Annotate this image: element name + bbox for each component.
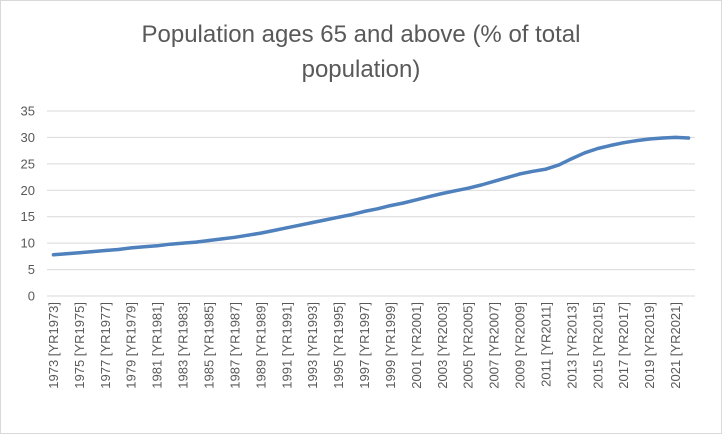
- data-point: [427, 195, 431, 199]
- data-point: [259, 231, 263, 235]
- data-point: [453, 189, 457, 193]
- x-tick-label: 1975 [YR1975]: [72, 302, 87, 389]
- data-point: [440, 191, 444, 196]
- data-point: [168, 242, 172, 246]
- data-point: [129, 246, 133, 250]
- data-point: [661, 136, 665, 140]
- x-tick-label: 1985 [YR1985]: [202, 302, 217, 389]
- data-point: [194, 240, 198, 244]
- y-tick-label: 25: [21, 156, 35, 171]
- data-point: [479, 183, 483, 187]
- data-point: [324, 218, 328, 222]
- series-group: [51, 135, 691, 257]
- data-point: [531, 169, 535, 173]
- x-tick-label: 1999 [YR1999]: [383, 302, 398, 389]
- x-tick-label: 1973 [YR1973]: [46, 302, 61, 389]
- x-tick-label: 1981 [YR1981]: [150, 302, 165, 389]
- x-axis-labels: 1973 [YR1973] 1975 [YR1975] 1977 [YR1977] 1…: [46, 302, 683, 389]
- data-point: [674, 135, 678, 139]
- data-point: [401, 201, 405, 205]
- data-point: [388, 204, 392, 208]
- x-tick-label: 1979 [YR1979]: [124, 302, 139, 389]
- data-point: [233, 235, 237, 239]
- y-tick-label: 10: [21, 236, 35, 251]
- x-tick-label: 1987 [YR1987]: [227, 302, 242, 389]
- x-tick-label: 2001 [YR2001]: [409, 302, 424, 389]
- series-line-0: [51, 135, 691, 257]
- data-point: [544, 167, 548, 171]
- data-point: [246, 233, 250, 237]
- data-point: [77, 251, 81, 255]
- data-point: [90, 250, 94, 254]
- gridlines: [47, 110, 695, 297]
- x-tick-label: 2019 [YR2019]: [642, 302, 657, 389]
- data-point: [648, 137, 652, 141]
- data-point: [505, 176, 509, 180]
- data-point: [375, 207, 380, 211]
- data-point: [272, 228, 276, 233]
- data-point: [220, 237, 224, 241]
- data-point: [609, 143, 613, 147]
- data-point: [285, 226, 289, 230]
- x-tick-label: 2005 [YR2005]: [461, 302, 476, 389]
- data-point: [103, 248, 107, 253]
- data-point: [142, 245, 146, 249]
- x-tick-label: 2015 [YR2015]: [590, 302, 605, 389]
- data-point: [181, 241, 185, 245]
- y-tick-label: 5: [28, 262, 35, 277]
- y-axis-labels: 0 5 10 15 20 25 30 35: [21, 104, 35, 304]
- x-tick-label: 2011 [YR2011]: [538, 302, 553, 387]
- y-tick-label: 15: [21, 209, 35, 224]
- data-point: [622, 141, 626, 145]
- data-point: [51, 253, 56, 257]
- data-point: [492, 179, 496, 183]
- data-point: [337, 215, 341, 219]
- y-tick-label: 30: [21, 130, 35, 145]
- x-tick-label: 2021 [YR2021]: [668, 302, 683, 389]
- x-tick-label: 1991 [YR1991]: [279, 302, 294, 389]
- x-tick-label: 1983 [YR1983]: [176, 302, 191, 389]
- x-tick-label: 2007 [YR2007]: [487, 302, 502, 389]
- data-point: [155, 244, 159, 248]
- y-tick-label: 20: [21, 183, 35, 198]
- x-tick-label: 1989 [YR1989]: [253, 302, 268, 389]
- x-tick-label: 1997 [YR1997]: [357, 302, 372, 389]
- x-tick-label: 2017 [YR2017]: [616, 302, 631, 389]
- chart-title-line-2: population): [302, 56, 421, 83]
- data-point: [466, 186, 470, 190]
- data-point: [635, 139, 639, 143]
- x-tick-label: 1977 [YR1977]: [98, 302, 113, 389]
- data-point: [583, 151, 587, 155]
- data-point: [350, 213, 354, 217]
- x-tick-label: 2009 [YR2009]: [513, 302, 528, 389]
- x-tick-label: 2013 [YR2013]: [564, 302, 579, 389]
- data-point: [298, 223, 302, 227]
- data-point: [596, 146, 600, 151]
- x-tick-label: 1993 [YR1993]: [305, 302, 320, 389]
- data-point: [518, 172, 522, 176]
- data-point: [686, 136, 691, 140]
- y-tick-label: 0: [28, 289, 35, 304]
- data-point: [570, 157, 574, 161]
- x-tick-label: 1995 [YR1995]: [331, 302, 346, 389]
- x-tick-label: 2003 [YR2003]: [435, 302, 450, 389]
- data-point: [362, 209, 367, 213]
- data-point: [207, 238, 211, 243]
- data-point: [64, 252, 68, 256]
- data-point: [311, 220, 315, 225]
- data-point: [116, 247, 120, 252]
- chart-title-line-1: Population ages 65 and above (% of total: [142, 21, 581, 48]
- y-tick-label: 35: [21, 104, 35, 119]
- data-point: [557, 163, 561, 167]
- data-point: [414, 198, 418, 202]
